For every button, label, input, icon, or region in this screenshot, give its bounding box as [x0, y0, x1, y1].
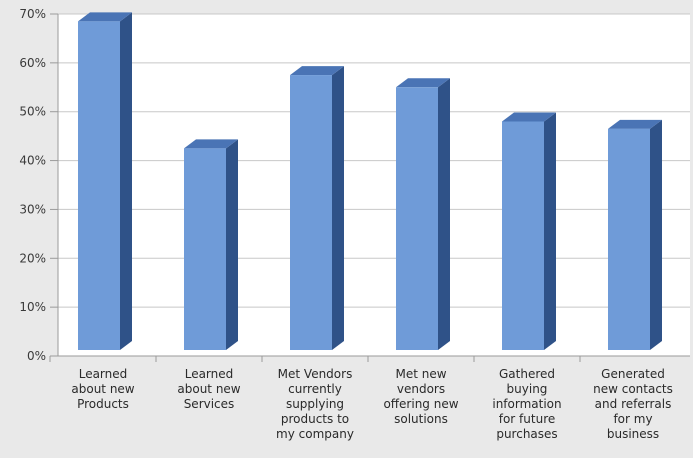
bar-side — [332, 66, 344, 351]
bar — [290, 66, 344, 351]
bar-top — [608, 119, 662, 129]
y-axis: 0% 10% 20% 30% 40% 50% 60% 70% — [19, 7, 59, 363]
x-tick-label: Met new vendors offering new solutions — [383, 367, 458, 426]
y-tick-label: 20% — [19, 251, 46, 265]
bar-side — [544, 112, 556, 350]
y-tick-label: 50% — [19, 105, 46, 119]
bar-side — [438, 78, 450, 351]
y-tick-label: 40% — [19, 154, 46, 168]
y-tick-label: 60% — [19, 56, 46, 70]
bar-front — [396, 87, 438, 351]
x-tick-label: Gathered buying information for future purch… — [492, 367, 561, 441]
bar-front — [184, 148, 226, 350]
bar-front — [502, 121, 544, 350]
y-tick-label: 30% — [19, 202, 46, 216]
gridlines — [58, 13, 690, 357]
bar — [608, 119, 662, 350]
x-tick-label: Generated new contacts and referrals for my… — [593, 367, 673, 441]
bar-top — [78, 12, 132, 22]
y-tick-label: 0% — [27, 349, 46, 363]
x-tick-label: Met Vendors currently supplying products to… — [276, 367, 354, 441]
x-tick-label: Learned about new Products — [71, 367, 134, 411]
bar-front — [608, 128, 650, 350]
bar-front — [290, 75, 332, 351]
plot-area — [58, 14, 690, 356]
x-tick-label: Learned about new Services — [177, 367, 240, 411]
bar — [184, 139, 238, 350]
y-tick-label: 70% — [19, 7, 46, 21]
bar — [396, 78, 450, 351]
bar — [78, 12, 132, 350]
bar-side — [226, 139, 238, 350]
bar-front — [78, 21, 120, 350]
bar-top — [290, 66, 344, 76]
bar-top — [502, 112, 556, 122]
bars — [78, 12, 662, 351]
bar-top — [396, 78, 450, 88]
bar-side — [120, 12, 132, 350]
x-axis: Learned about new Products Learned about new… — [49, 355, 690, 441]
bar-top — [184, 139, 238, 149]
y-tick-label: 10% — [19, 300, 46, 314]
bar — [502, 112, 556, 350]
bar-side — [650, 119, 662, 350]
